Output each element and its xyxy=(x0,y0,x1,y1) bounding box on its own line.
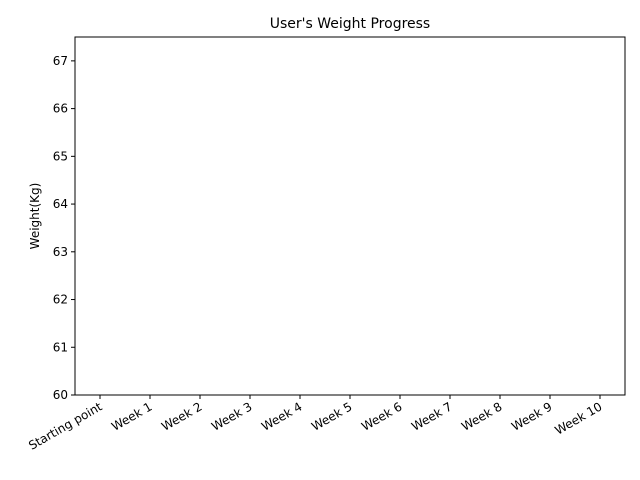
x-tick-label: Starting point xyxy=(26,399,105,452)
y-tick-label: 61 xyxy=(53,340,68,354)
x-tick-label: Week 1 xyxy=(109,399,154,433)
x-tick-label: Week 7 xyxy=(409,399,454,433)
y-tick-label: 66 xyxy=(53,102,68,116)
x-tick-label: Week 10 xyxy=(552,399,604,437)
x-tick-label: Week 4 xyxy=(259,399,304,433)
x-tick-label: Week 9 xyxy=(509,399,554,433)
y-tick-label: 64 xyxy=(53,197,68,211)
y-tick-label: 60 xyxy=(53,388,68,402)
y-tick-label: 65 xyxy=(53,149,68,163)
y-axis-label: Weight(Kg) xyxy=(28,183,42,250)
y-tick-label: 67 xyxy=(53,54,68,68)
x-tick-label: Week 2 xyxy=(159,399,204,433)
x-tick-label: Week 3 xyxy=(209,399,254,433)
y-tick-label: 62 xyxy=(53,293,68,307)
x-tick-label: Week 5 xyxy=(309,399,354,433)
plot-area xyxy=(74,36,626,396)
x-tick-label: Week 8 xyxy=(459,399,504,433)
y-tick-label: 63 xyxy=(53,245,68,259)
chart-title: User's Weight Progress xyxy=(270,16,430,32)
x-tick-label: Week 6 xyxy=(359,399,404,433)
